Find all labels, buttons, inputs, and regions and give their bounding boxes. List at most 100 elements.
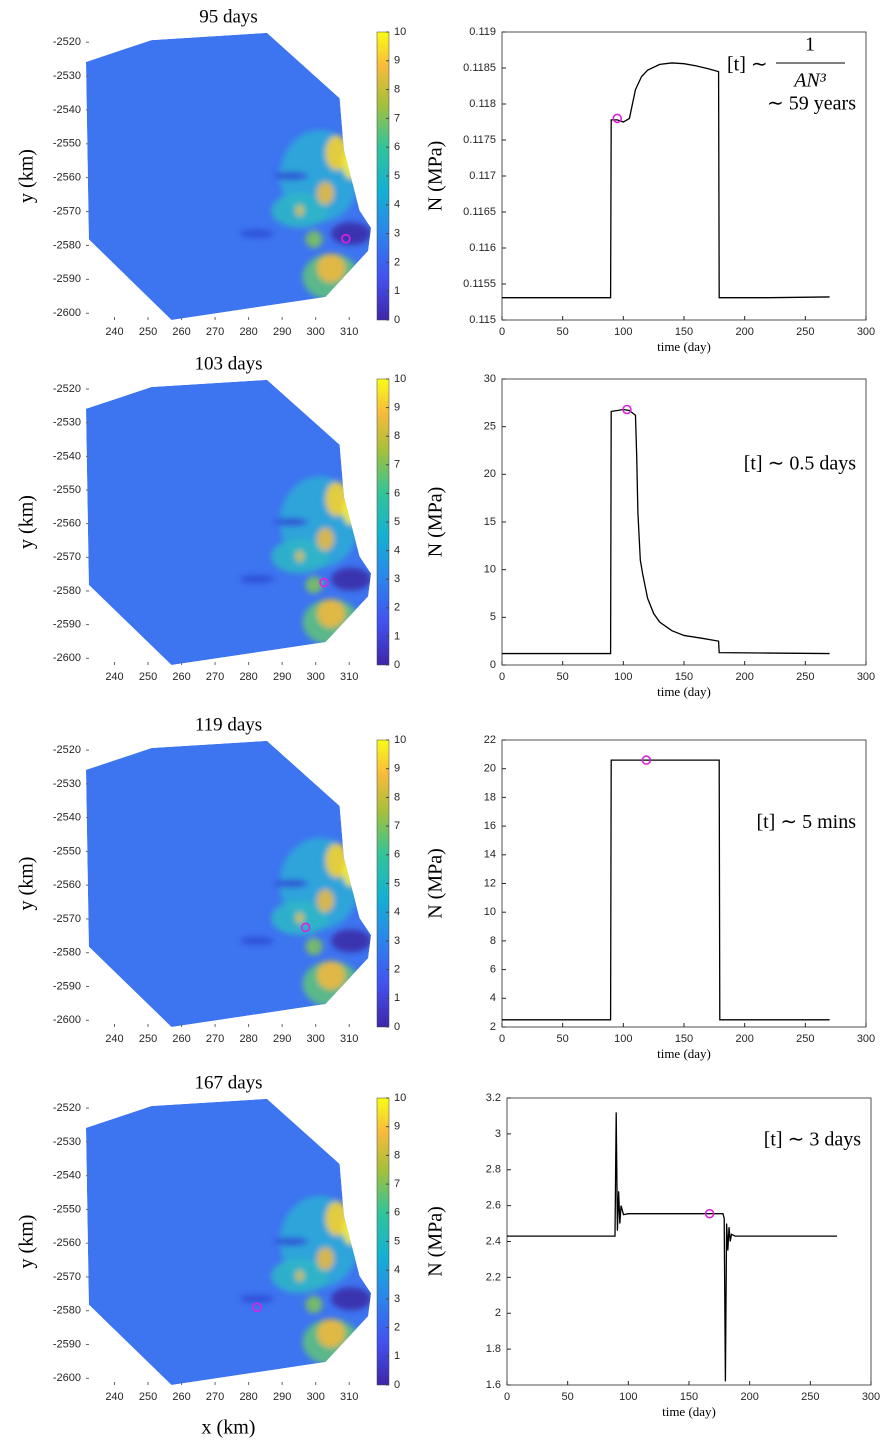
time-marker [641, 755, 652, 765]
mesh [86, 1098, 371, 1385]
annotation: ∼ 59 years [767, 93, 856, 115]
y-tick-label: 12 [484, 877, 496, 889]
heatmap-feature [325, 843, 349, 878]
colorbar-tick-label: 8 [394, 84, 400, 96]
y-tick-label: -2530 [53, 1136, 81, 1148]
x-tick-label: 250 [139, 1391, 157, 1403]
y-tick-label: -2530 [53, 778, 81, 790]
heatmap-feature [331, 567, 371, 591]
map-title: 103 days [194, 353, 262, 374]
colorbar-tick-label: 6 [394, 487, 400, 499]
x-tick-label: 290 [273, 671, 291, 683]
x-tick-label: 100 [614, 671, 632, 683]
y-tick-label: -2520 [53, 36, 81, 48]
colorbar-tick-label: 2 [394, 256, 400, 268]
heatmap-feature [325, 481, 349, 517]
y-tick-label: -2580 [53, 947, 81, 959]
y-tick-label: 0.119 [469, 26, 496, 38]
x-tick-label: 250 [796, 671, 814, 683]
y-tick-label: 0.1185 [463, 62, 496, 74]
heatmap-feature [295, 550, 305, 563]
y-tick-label: -2530 [53, 417, 81, 429]
mesh [86, 32, 371, 320]
x-tick-label: 260 [172, 671, 190, 683]
y-tick-label: 2 [490, 1021, 496, 1033]
x-tick-label: 300 [306, 1033, 324, 1045]
colorbar-tick-label: 9 [394, 402, 400, 414]
location-marker [252, 1302, 262, 1313]
series-line [502, 408, 830, 655]
x-tick-label: 0 [504, 1391, 510, 1403]
y-tick-label: 2.4 [486, 1235, 501, 1247]
y-tick-label: -2550 [53, 845, 81, 857]
colorbar-tick-label: 5 [394, 516, 400, 528]
colorbar-tick-label: 4 [394, 199, 400, 211]
heatmap-feature [316, 1247, 334, 1271]
colorbar-tick-label: 10 [394, 734, 406, 746]
heatmap-feature [342, 496, 360, 525]
y-tick-label: -2570 [53, 913, 81, 925]
x-tick-label: 280 [239, 1033, 257, 1045]
location-marker [300, 922, 311, 933]
x-tick-label: 250 [139, 326, 157, 338]
y-tick-label: 0.116 [469, 242, 496, 254]
y-tick-label: 5 [490, 611, 496, 623]
colorbar-tick-label: 5 [394, 877, 400, 889]
y-tick-label: 2.8 [486, 1164, 501, 1176]
x-tick-label: 280 [239, 1391, 257, 1403]
time-marker [612, 113, 623, 124]
x-tick-label: 290 [273, 1391, 291, 1403]
x-tick-label: 260 [172, 1033, 190, 1045]
heatmap-feature [305, 1296, 323, 1314]
annotation: AN³ [792, 70, 827, 92]
y-tick-label: 20 [484, 468, 496, 480]
x-tick-label: 240 [105, 326, 123, 338]
colorbar-tick-label: 8 [394, 791, 400, 803]
colorbar-tick-label: 7 [394, 112, 400, 124]
y-tick-label: -2550 [53, 1203, 81, 1215]
x-tick-label: 0 [499, 671, 505, 683]
heatmap-feature [316, 181, 334, 205]
colorbar-tick-label: 4 [394, 545, 400, 557]
heatmap-feature [305, 576, 323, 594]
y-tick-label: -2550 [53, 484, 81, 496]
y-tick-label: 2.2 [486, 1271, 501, 1283]
y-tick-label: 2 [495, 1307, 501, 1319]
x-tick-label: 50 [557, 671, 569, 683]
x-tick-label: 300 [857, 671, 875, 683]
colorbar-tick-label: 6 [394, 1207, 400, 1219]
colorbar-tick-label: 2 [394, 964, 400, 976]
x-tick-label: 50 [557, 1033, 569, 1045]
heatmap-feature [274, 171, 309, 181]
x-tick-label: 300 [306, 1391, 324, 1403]
colorbar-tick-label: 1 [394, 992, 400, 1004]
colorbar-tick-label: 4 [394, 1264, 400, 1276]
colorbar-tick-label: 3 [394, 228, 400, 240]
y-axis-label: N (MPa) [425, 848, 447, 919]
y-tick-label: -2570 [53, 1271, 81, 1283]
x-tick-label: 240 [105, 1033, 123, 1045]
x-axis-label: time (day) [657, 1046, 711, 1061]
heatmap [86, 740, 371, 1027]
y-tick-label: -2600 [53, 1014, 81, 1026]
y-axis-label: y (km) [16, 1215, 38, 1269]
x-tick-label: 50 [562, 1391, 574, 1403]
heatmap-feature [274, 879, 309, 888]
x-axis-label: time (day) [657, 339, 711, 354]
y-axis-label: N (MPa) [425, 141, 447, 212]
x-tick-label: 300 [306, 326, 324, 338]
y-tick-label: 18 [484, 791, 496, 803]
heatmap-feature [239, 574, 275, 584]
y-tick-label: -2560 [53, 518, 81, 530]
y-tick-label: -2600 [53, 652, 81, 664]
x-tick-label: 280 [239, 326, 257, 338]
y-tick-label: 0.118 [469, 98, 496, 110]
y-axis-label: N (MPa) [425, 487, 447, 558]
x-tick-label: 150 [675, 1033, 693, 1045]
x-tick-label: 310 [340, 326, 358, 338]
time-marker [622, 404, 632, 415]
colorbar-tick-label: 1 [394, 285, 400, 297]
heatmap-features [239, 129, 371, 300]
colorbar-tick-label: 0 [394, 659, 400, 671]
